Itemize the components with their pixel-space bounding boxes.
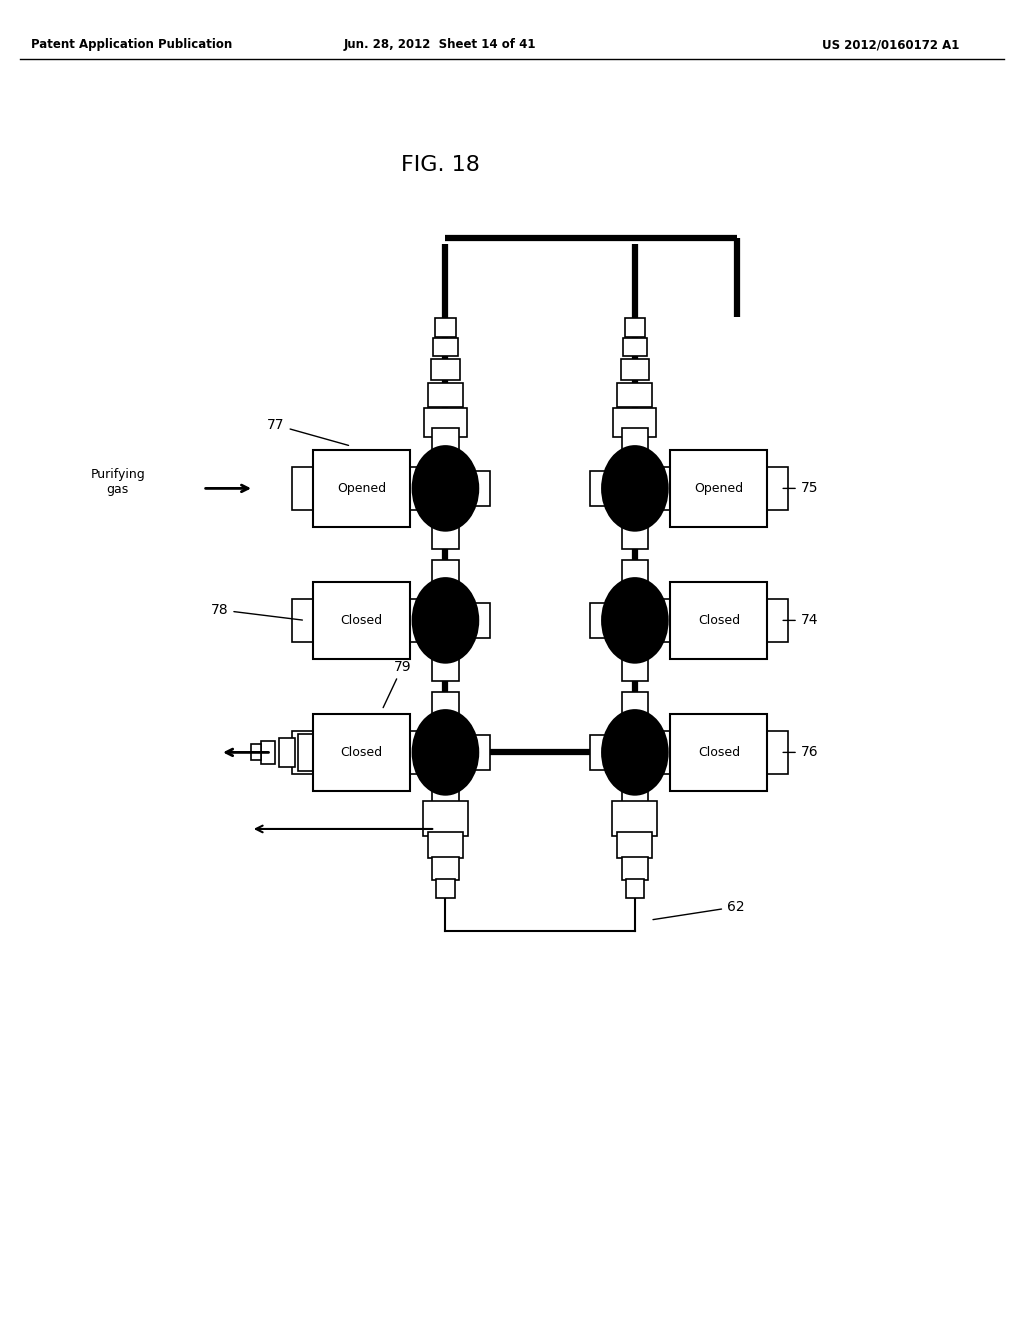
Bar bbox=[623, 338, 647, 356]
Bar bbox=[432, 642, 459, 681]
Circle shape bbox=[602, 710, 668, 795]
Bar bbox=[626, 879, 644, 898]
Text: FIG. 18: FIG. 18 bbox=[400, 154, 480, 176]
Bar bbox=[432, 560, 459, 599]
Bar bbox=[431, 359, 460, 380]
Bar bbox=[251, 744, 261, 760]
Bar bbox=[279, 738, 295, 767]
Bar bbox=[432, 510, 459, 549]
Bar bbox=[460, 603, 490, 638]
Text: Closed: Closed bbox=[340, 746, 383, 759]
Bar bbox=[625, 318, 645, 337]
Bar bbox=[670, 450, 768, 527]
Bar bbox=[621, 359, 649, 380]
Bar bbox=[432, 857, 459, 880]
Bar bbox=[400, 471, 431, 506]
Circle shape bbox=[602, 446, 668, 531]
Text: Closed: Closed bbox=[697, 614, 740, 627]
Bar bbox=[617, 383, 652, 407]
Bar bbox=[460, 471, 490, 506]
Text: 76: 76 bbox=[783, 746, 818, 759]
Bar bbox=[670, 714, 768, 791]
Bar bbox=[432, 692, 459, 731]
Bar bbox=[410, 598, 430, 642]
Bar bbox=[293, 466, 313, 510]
Text: 77: 77 bbox=[267, 418, 348, 445]
Bar bbox=[622, 642, 648, 681]
Bar bbox=[670, 582, 768, 659]
Bar bbox=[436, 879, 455, 898]
Bar bbox=[617, 832, 652, 858]
Circle shape bbox=[413, 710, 478, 795]
Bar bbox=[622, 692, 648, 731]
Bar bbox=[313, 582, 410, 659]
Circle shape bbox=[602, 578, 668, 663]
Text: US 2012/0160172 A1: US 2012/0160172 A1 bbox=[822, 38, 959, 51]
Circle shape bbox=[413, 578, 478, 663]
Bar bbox=[590, 471, 621, 506]
Bar bbox=[460, 735, 490, 770]
Text: 79: 79 bbox=[383, 660, 412, 708]
Bar bbox=[622, 510, 648, 549]
Bar bbox=[424, 408, 467, 437]
Bar bbox=[432, 428, 459, 467]
Bar bbox=[410, 731, 430, 774]
Bar bbox=[649, 731, 670, 774]
Bar bbox=[410, 466, 430, 510]
Bar bbox=[768, 598, 788, 642]
Bar bbox=[428, 832, 463, 858]
Text: Closed: Closed bbox=[697, 746, 740, 759]
Bar bbox=[649, 466, 670, 510]
Text: Opened: Opened bbox=[694, 482, 743, 495]
Bar bbox=[768, 731, 788, 774]
Bar bbox=[400, 603, 431, 638]
Text: 74: 74 bbox=[783, 614, 818, 627]
Bar bbox=[612, 801, 657, 836]
Text: Opened: Opened bbox=[337, 482, 386, 495]
Text: 75: 75 bbox=[783, 482, 818, 495]
Bar bbox=[590, 735, 621, 770]
Text: Jun. 28, 2012  Sheet 14 of 41: Jun. 28, 2012 Sheet 14 of 41 bbox=[344, 38, 537, 51]
Bar bbox=[613, 408, 656, 437]
Bar bbox=[261, 741, 275, 764]
Bar bbox=[400, 735, 431, 770]
Bar bbox=[649, 598, 670, 642]
Bar bbox=[298, 734, 316, 771]
Bar bbox=[293, 731, 313, 774]
Bar bbox=[649, 735, 680, 770]
Text: 78: 78 bbox=[211, 603, 302, 620]
Text: Closed: Closed bbox=[340, 614, 383, 627]
Bar bbox=[293, 598, 313, 642]
Bar bbox=[649, 471, 680, 506]
Text: Purifying
gas: Purifying gas bbox=[90, 467, 145, 496]
Text: Patent Application Publication: Patent Application Publication bbox=[31, 38, 232, 51]
Bar bbox=[590, 603, 621, 638]
Bar bbox=[313, 714, 410, 791]
Bar bbox=[435, 318, 456, 337]
Circle shape bbox=[413, 446, 478, 531]
Bar bbox=[622, 560, 648, 599]
Bar bbox=[622, 857, 648, 880]
Bar bbox=[432, 774, 459, 813]
Bar bbox=[649, 603, 680, 638]
Bar bbox=[428, 383, 463, 407]
Bar bbox=[768, 466, 788, 510]
Bar bbox=[622, 428, 648, 467]
Bar bbox=[313, 450, 410, 527]
Text: 62: 62 bbox=[653, 900, 744, 920]
Bar bbox=[423, 801, 468, 836]
Bar bbox=[622, 774, 648, 813]
Bar bbox=[433, 338, 458, 356]
